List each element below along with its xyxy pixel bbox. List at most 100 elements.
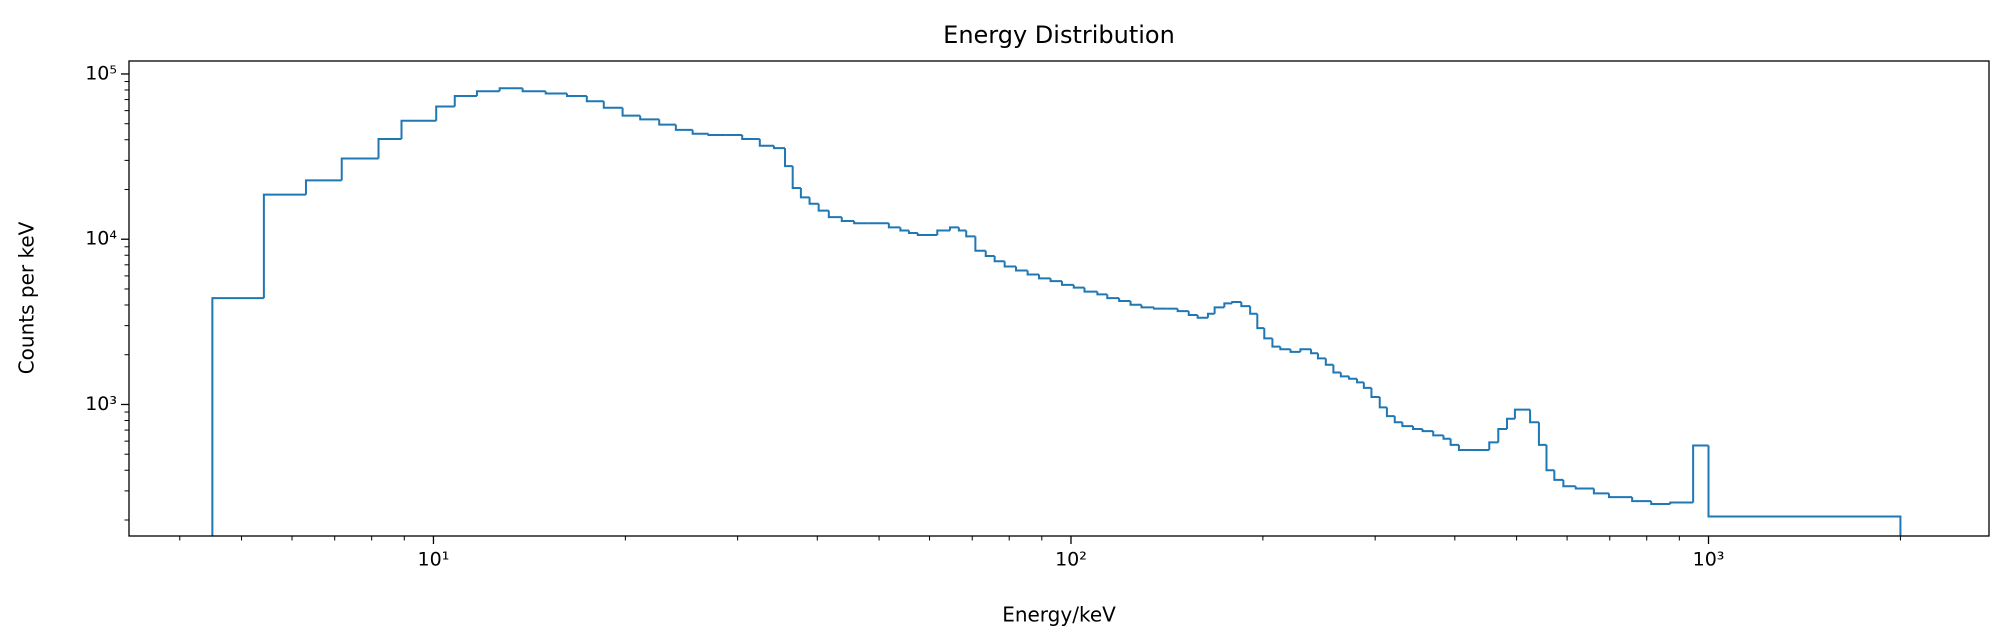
histogram-step (1592, 488, 1609, 495)
histogram-step (1096, 291, 1108, 296)
x-tick-label: 10² (1055, 549, 1087, 571)
histogram-step (1231, 300, 1242, 304)
histogram-step (1316, 353, 1326, 360)
histogram-step (1432, 431, 1444, 437)
histogram-step (907, 230, 918, 235)
histogram-step (1529, 409, 1539, 424)
histogram-step (974, 236, 986, 252)
histogram-step (1140, 304, 1155, 309)
histogram-step (1631, 497, 1652, 503)
histogram-step (1562, 479, 1576, 488)
histogram-step (1129, 300, 1142, 306)
y-axis-label: Counts per keV (15, 221, 39, 374)
histogram-step (1324, 358, 1334, 366)
histogram-step (791, 166, 801, 190)
histogram-step (1650, 501, 1671, 505)
histogram-step (1083, 287, 1098, 293)
histogram-step (1393, 416, 1403, 424)
histogram-step (602, 101, 623, 109)
histogram-step (707, 133, 726, 137)
histogram-step (1299, 348, 1312, 352)
histogram-step (1537, 422, 1547, 446)
histogram-step (1385, 407, 1395, 418)
histogram-step (1356, 378, 1364, 384)
histogram-step (827, 210, 842, 219)
histogram-step (1206, 312, 1215, 318)
x-tick-label: 10¹ (418, 549, 450, 571)
histogram-step (639, 115, 660, 121)
histogram-step (1339, 372, 1350, 378)
histogram-step (1015, 266, 1028, 272)
histogram-step (475, 90, 500, 97)
histogram-step (566, 93, 587, 98)
histogram-step (840, 217, 855, 222)
histogram-step (1310, 349, 1318, 355)
histogram-step (899, 227, 909, 232)
y-tick-label: 10³ (85, 393, 117, 415)
histogram-step (772, 145, 786, 150)
histogram-step (674, 124, 693, 131)
histogram-step (1370, 387, 1380, 398)
histogram-step (957, 227, 967, 232)
histogram-step (784, 148, 793, 168)
histogram-step (1574, 486, 1594, 490)
histogram-step (1153, 307, 1167, 310)
histogram-step (1378, 396, 1387, 409)
histogram-step (817, 203, 829, 212)
histogram-step (1497, 428, 1508, 443)
histogram-step (887, 223, 901, 229)
histogram-step (453, 95, 477, 107)
histogram-step (304, 179, 342, 195)
histogram-step (1106, 294, 1120, 300)
histogram-step (544, 91, 568, 95)
histogram-step (1669, 501, 1694, 504)
histogram-step (1072, 284, 1085, 289)
histogram-step (521, 88, 546, 93)
histogram-step (1449, 438, 1459, 446)
histogram-step (853, 220, 868, 225)
histogram-step (1692, 444, 1709, 503)
histogram-step (993, 255, 1005, 263)
histogram-step (211, 297, 264, 536)
histogram-step (1401, 422, 1414, 428)
y-tick-label: 10⁵ (85, 62, 117, 84)
histogram-step (1513, 408, 1531, 419)
chart-title: Energy Distribution (943, 21, 1175, 49)
histogram-step (1026, 270, 1040, 276)
histogram-step (400, 119, 437, 140)
histogram-step (1545, 444, 1555, 472)
histogram-step (741, 135, 760, 141)
histogram-step (340, 157, 379, 181)
plot-area (211, 87, 1902, 536)
histogram-step (435, 105, 455, 121)
histogram-step (1457, 444, 1469, 452)
histogram-step (691, 129, 709, 135)
histogram-step (1488, 441, 1499, 451)
histogram-step (1442, 435, 1451, 440)
histogram-step (758, 139, 774, 147)
histogram-step (1196, 314, 1208, 319)
histogram-step (1289, 349, 1301, 353)
axes-frame (128, 60, 1990, 537)
histogram-step (1421, 429, 1434, 433)
histogram-step (1256, 313, 1265, 330)
histogram-step (808, 197, 819, 205)
x-tick-label: 10³ (1693, 549, 1725, 571)
histogram-step (1279, 346, 1291, 351)
histogram-step (1213, 306, 1225, 314)
histogram-step (1607, 493, 1633, 499)
histogram-step (1176, 308, 1189, 313)
histogram-step (1412, 426, 1423, 431)
y-tick-label: 10⁴ (85, 228, 117, 250)
histogram-step (1240, 301, 1251, 308)
x-axis-label: Energy/keV (1002, 603, 1116, 627)
histogram-step (1348, 376, 1358, 380)
histogram-step (1249, 306, 1258, 315)
histogram-step (1118, 298, 1131, 302)
histogram-step (949, 226, 959, 231)
histogram-step (1187, 311, 1198, 316)
histogram-step (1362, 382, 1372, 389)
histogram-step (1060, 281, 1074, 286)
histogram-step (1271, 338, 1281, 348)
histogram-step (1038, 274, 1051, 280)
